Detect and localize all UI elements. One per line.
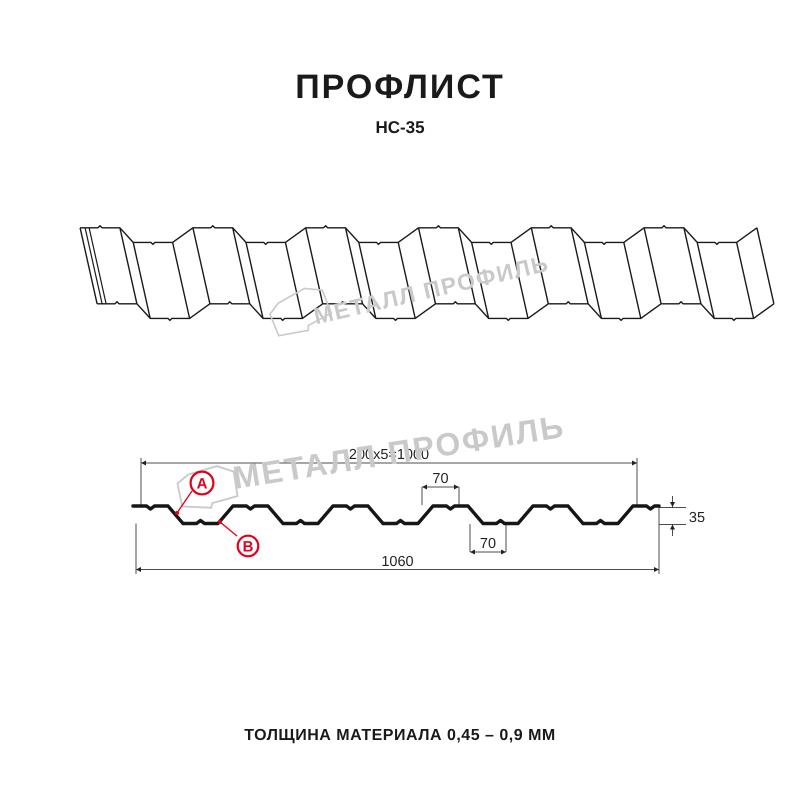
svg-text:70: 70 [480, 536, 496, 552]
svg-text:МЕТАЛЛ ПРОФИЛЬ: МЕТАЛЛ ПРОФИЛЬ [311, 250, 551, 329]
svg-text:35: 35 [689, 510, 705, 526]
svg-text:B: B [243, 539, 254, 556]
svg-text:1060: 1060 [381, 554, 413, 570]
svg-text:МЕТАЛЛ ПРОФИЛЬ: МЕТАЛЛ ПРОФИЛЬ [230, 408, 567, 496]
svg-text:A: A [197, 476, 208, 493]
svg-text:70: 70 [432, 471, 448, 487]
